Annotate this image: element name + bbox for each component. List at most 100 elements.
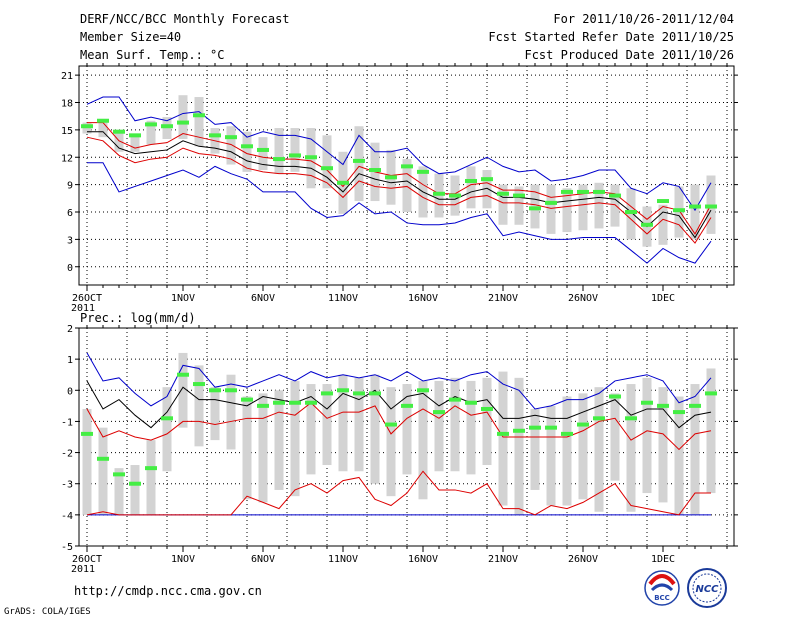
observed-marker — [561, 431, 573, 436]
observed-marker — [97, 456, 109, 461]
observed-marker — [497, 431, 509, 436]
observed-marker — [337, 388, 349, 393]
ensemble-box — [242, 131, 252, 172]
footer-url[interactable]: http://cmdp.ncc.cma.gov.cn — [74, 584, 262, 598]
ensemble-box — [98, 427, 108, 515]
observed-marker — [705, 391, 717, 396]
ensemble-box — [498, 184, 508, 225]
observed-marker — [641, 222, 653, 227]
ensemble-box — [546, 405, 556, 506]
observed-marker — [641, 400, 653, 405]
ensemble-box — [514, 377, 524, 515]
ensemble-box — [130, 133, 140, 152]
spread-lower-line — [86, 136, 712, 244]
ensemble-box — [274, 390, 284, 490]
x-tick-label: 26NOV — [568, 554, 598, 565]
observed-marker — [513, 193, 525, 198]
ensemble-box — [306, 384, 316, 475]
ensemble-box — [562, 188, 572, 233]
x-tick-label: 6NOV — [251, 293, 275, 304]
ensemble-box — [498, 371, 508, 506]
ensemble-box — [290, 380, 300, 497]
ensemble-box — [514, 186, 524, 225]
ensemble-box — [690, 184, 700, 240]
ensemble-box — [530, 408, 540, 490]
header-period: For 2011/10/26-2011/12/04 — [553, 12, 734, 26]
observed-marker — [161, 416, 173, 421]
ensemble-box — [194, 365, 204, 447]
observed-marker — [657, 403, 669, 408]
y-tick-label: -4 — [61, 511, 73, 522]
header-produced-date: Fcst Produced Date 2011/10/26 — [524, 48, 734, 62]
y-tick-label: 6 — [67, 208, 73, 219]
observed-marker — [257, 403, 269, 408]
ensemble-box — [258, 393, 268, 503]
ensemble-box — [594, 182, 604, 229]
y-tick-label: -2 — [61, 449, 73, 460]
ensemble-box — [690, 384, 700, 515]
y-tick-label: 3 — [67, 235, 73, 246]
ensemble-box — [338, 374, 348, 472]
ensemble-box — [610, 184, 620, 227]
observed-marker — [689, 204, 701, 209]
observed-marker — [289, 153, 301, 158]
observed-marker — [609, 193, 621, 198]
observed-marker — [529, 425, 541, 430]
ensemble-mean-line — [87, 131, 712, 239]
observed-marker — [625, 210, 637, 214]
observed-marker — [529, 206, 541, 211]
ensemble-box — [146, 440, 156, 515]
bcc-logo: BCC — [644, 570, 680, 606]
y-tick-label: 21 — [61, 71, 73, 82]
ensemble-box — [226, 374, 236, 450]
observed-marker — [481, 177, 493, 182]
ensemble-box — [402, 384, 412, 475]
ensemble-box — [354, 377, 364, 472]
observed-marker — [257, 147, 269, 152]
ensemble-box — [658, 387, 668, 503]
observed-marker — [513, 428, 525, 433]
observed-marker — [193, 382, 205, 387]
observed-marker — [465, 400, 477, 405]
bcc-logo-text: BCC — [654, 594, 670, 602]
observed-marker — [657, 199, 669, 204]
y-tick-label: -1 — [61, 417, 73, 428]
y-tick-label: 2 — [67, 324, 73, 335]
spread-lower-line — [86, 470, 711, 516]
observed-marker — [305, 400, 317, 405]
observed-marker — [113, 129, 125, 134]
header-started-date: Fcst Started Refer Date 2011/10/25 — [488, 30, 734, 44]
ensemble-box — [642, 377, 652, 494]
x-tick-label: 26OCT — [72, 293, 102, 304]
observed-marker — [369, 391, 381, 396]
observed-marker — [209, 388, 221, 393]
ensemble-box — [178, 352, 188, 428]
observed-marker — [81, 431, 93, 436]
observed-marker — [145, 122, 157, 127]
ensemble-box — [434, 380, 444, 472]
ensemble-box — [610, 393, 620, 481]
observed-marker — [81, 124, 93, 129]
ensemble-box — [402, 159, 412, 212]
observed-marker — [417, 388, 429, 393]
ensemble-box — [290, 128, 300, 172]
observed-marker — [673, 410, 685, 415]
observed-marker — [609, 394, 621, 399]
ensemble-box — [418, 380, 428, 500]
observed-marker — [385, 175, 397, 180]
observed-marker — [337, 180, 349, 185]
observed-marker — [321, 391, 333, 396]
observed-marker — [705, 204, 717, 209]
ensemble-box — [450, 377, 460, 472]
x-tick-label: 6NOV — [251, 554, 275, 565]
observed-marker — [673, 208, 685, 213]
grads-credit: GrADS: COLA/IGES — [4, 607, 91, 617]
ensemble-box — [274, 128, 284, 174]
observed-marker — [577, 189, 589, 194]
observed-marker — [129, 481, 141, 486]
ensemble-box — [322, 384, 332, 466]
observed-marker — [321, 166, 333, 171]
spread-upper-line — [86, 402, 712, 451]
ensemble-box — [626, 384, 636, 512]
